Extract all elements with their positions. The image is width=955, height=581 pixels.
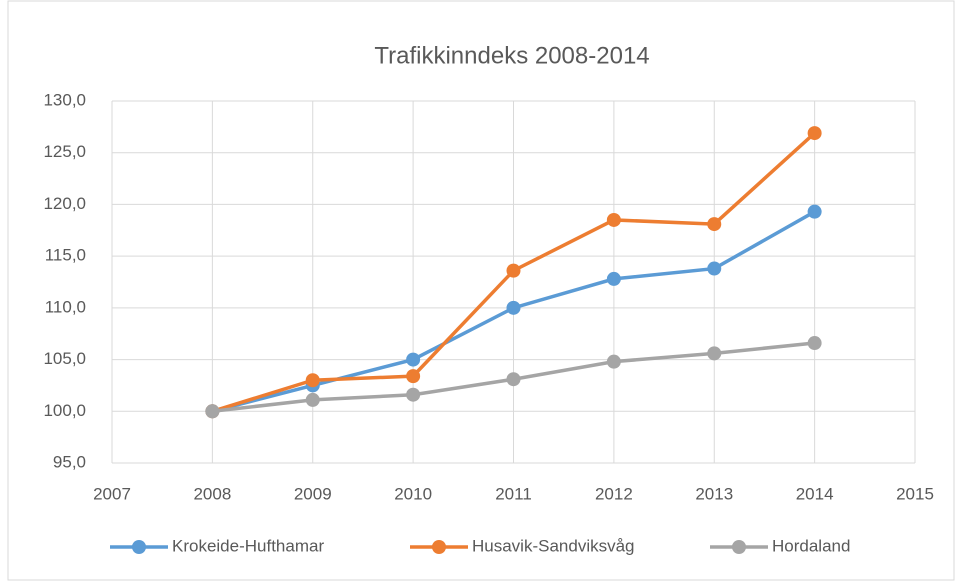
y-tick-label: 125,0: [43, 142, 86, 161]
y-tick-label: 95,0: [53, 452, 86, 471]
x-tick-label: 2012: [595, 484, 633, 503]
data-point: [606, 212, 621, 227]
chart-title: Trafikkinndeks 2008-2014: [374, 42, 649, 69]
x-tick-label: 2011: [495, 484, 532, 503]
data-point: [305, 373, 320, 388]
data-point: [406, 369, 421, 384]
data-point: [807, 126, 822, 141]
x-tick-label: 2010: [394, 484, 432, 503]
y-tick-label: 100,0: [43, 401, 86, 420]
x-tick-label: 2013: [695, 484, 733, 503]
data-point: [506, 372, 521, 387]
data-point: [506, 263, 521, 278]
y-tick-label: 130,0: [43, 90, 86, 109]
data-point: [807, 204, 822, 219]
data-point: [205, 404, 220, 419]
x-tick-label: 2015: [896, 484, 934, 503]
legend-label: Krokeide-Hufthamar: [172, 536, 324, 555]
legend-marker: [732, 540, 746, 554]
x-tick-label: 2007: [93, 484, 131, 503]
data-point: [506, 300, 521, 315]
data-point: [406, 352, 421, 367]
y-tick-label: 115,0: [45, 246, 86, 265]
data-point: [406, 387, 421, 402]
data-point: [305, 392, 320, 407]
data-point: [606, 271, 621, 286]
legend-label: Husavik-Sandviksvåg: [472, 536, 635, 555]
x-tick-label: 2008: [193, 484, 231, 503]
y-tick-label: 110,0: [45, 297, 86, 316]
legend-marker: [432, 540, 446, 554]
y-tick-label: 105,0: [43, 349, 86, 368]
data-point: [707, 261, 722, 276]
data-point: [707, 217, 722, 232]
y-tick-label: 120,0: [43, 194, 86, 213]
legend-label: Hordaland: [772, 536, 850, 555]
legend-marker: [132, 540, 146, 554]
x-tick-label: 2014: [796, 484, 834, 503]
data-point: [807, 336, 822, 351]
x-tick-label: 2009: [294, 484, 332, 503]
data-point: [606, 354, 621, 369]
chart-border: [7, 0, 955, 581]
data-point: [707, 346, 722, 361]
